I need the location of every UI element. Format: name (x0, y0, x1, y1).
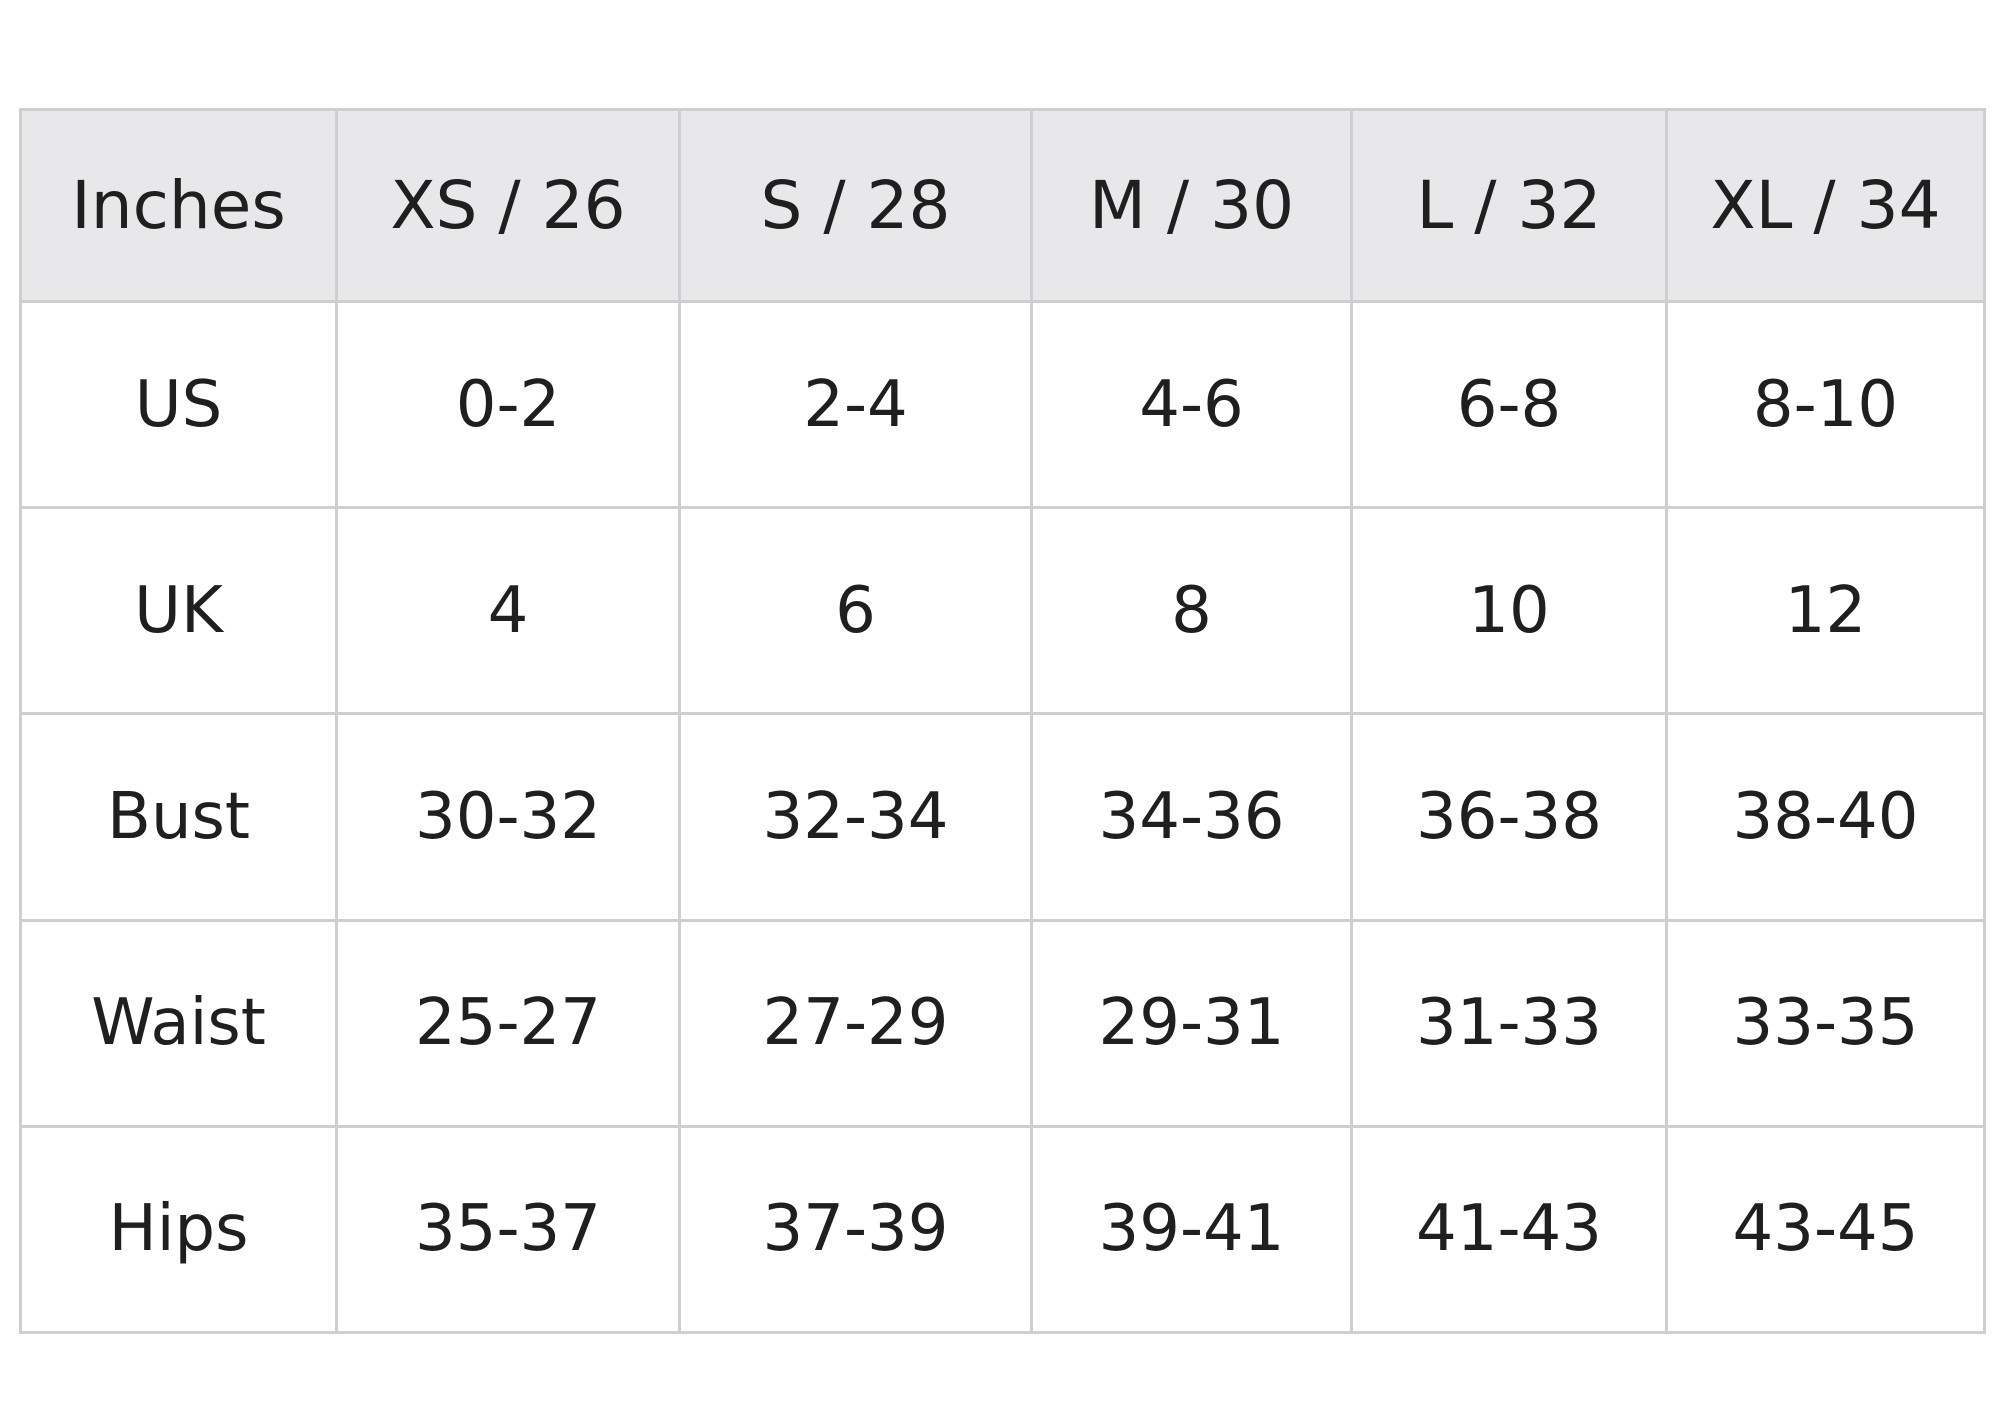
header-row: Inches XS / 26 S / 28 M / 30 L / 32 XL /… (19, 108, 1986, 303)
table-cell: 38-40 (1665, 712, 1986, 922)
table-cell: 35-37 (335, 1124, 681, 1335)
table-cell: 6 (678, 506, 1033, 716)
table-cell: 36-38 (1350, 712, 1668, 922)
table-cell: 2-4 (678, 299, 1033, 510)
table-cell: 37-39 (678, 1124, 1033, 1335)
table-cell: 12 (1665, 506, 1986, 716)
table-cell: 0-2 (335, 299, 681, 510)
table-cell: 29-31 (1030, 918, 1353, 1128)
table-row: US 0-2 2-4 4-6 6-8 8-10 (19, 299, 1986, 510)
table-row: Bust 30-32 32-34 34-36 36-38 38-40 (19, 712, 1986, 922)
table-cell: 31-33 (1350, 918, 1668, 1128)
size-column-header: XL / 34 (1665, 108, 1986, 303)
table-cell: 6-8 (1350, 299, 1668, 510)
row-label: UK (19, 506, 338, 716)
row-label: Hips (19, 1124, 338, 1335)
row-label: US (19, 299, 338, 510)
table-cell: 43-45 (1665, 1124, 1986, 1335)
table-cell: 33-35 (1665, 918, 1986, 1128)
table-cell: 34-36 (1030, 712, 1353, 922)
table-cell: 39-41 (1030, 1124, 1353, 1335)
corner-label: Inches (19, 108, 338, 303)
table-row: Waist 25-27 27-29 29-31 31-33 33-35 (19, 918, 1986, 1128)
table-cell: 8 (1030, 506, 1353, 716)
row-label: Bust (19, 712, 338, 922)
table-cell: 32-34 (678, 712, 1033, 922)
table-cell: 4-6 (1030, 299, 1353, 510)
size-column-header: M / 30 (1030, 108, 1353, 303)
size-column-header: S / 28 (678, 108, 1033, 303)
table-cell: 41-43 (1350, 1124, 1668, 1335)
size-column-header: XS / 26 (335, 108, 681, 303)
table-cell: 8-10 (1665, 299, 1986, 510)
table-row: Hips 35-37 37-39 39-41 41-43 43-45 (19, 1124, 1986, 1335)
size-column-header: L / 32 (1350, 108, 1668, 303)
row-label: Waist (19, 918, 338, 1128)
table-cell: 4 (335, 506, 681, 716)
table-cell: 10 (1350, 506, 1668, 716)
table-row: UK 4 6 8 10 12 (19, 506, 1986, 716)
table-cell: 27-29 (678, 918, 1033, 1128)
table-cell: 30-32 (335, 712, 681, 922)
size-chart-table: Inches XS / 26 S / 28 M / 30 L / 32 XL /… (19, 108, 1986, 1335)
table-cell: 25-27 (335, 918, 681, 1128)
